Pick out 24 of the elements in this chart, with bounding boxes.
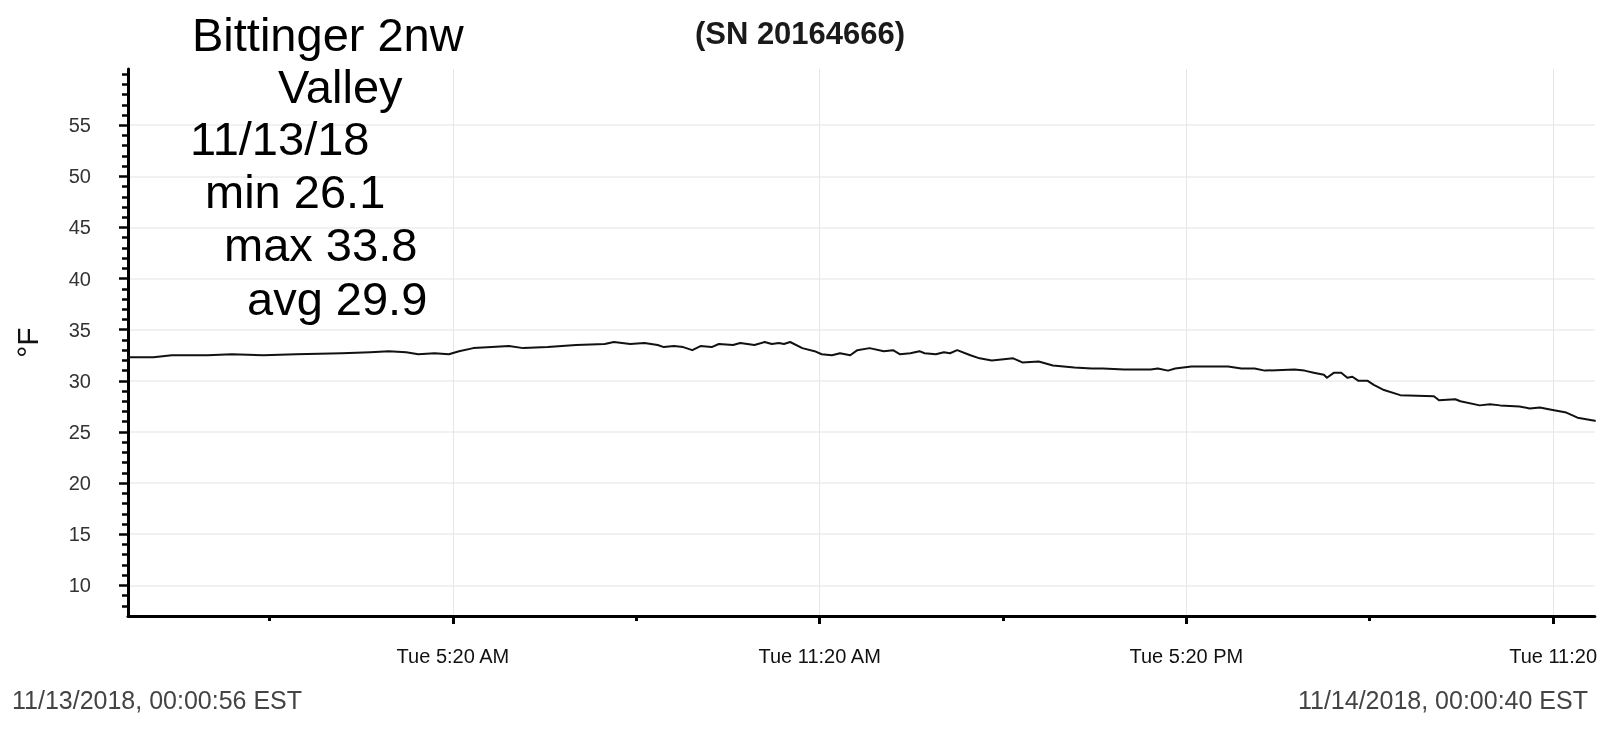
x-tick-label: Tue 11:20 xyxy=(1509,645,1597,667)
y-tick-label: 55 xyxy=(68,114,91,137)
text: 11/13/2018, 00:00:56 EST xyxy=(12,686,303,714)
line-series xyxy=(127,340,1596,422)
annotation: max 33.8 xyxy=(224,217,418,271)
y-tick-label: 40 xyxy=(68,267,91,290)
y-tick-label: 20 xyxy=(68,472,91,495)
x-tick-label: Tue 5:20 PM xyxy=(1129,645,1244,667)
annotation: avg 29.9 xyxy=(247,271,428,325)
x-tick-label: Tue 11:20 AM xyxy=(758,645,881,667)
y-tick-label: 10 xyxy=(68,574,91,597)
y-tick-label: 30 xyxy=(68,369,91,392)
text: Bittinger 2nw xyxy=(192,7,465,61)
x-tick-label: Tue 5:20 AM xyxy=(396,645,510,667)
y-tick-label: 25 xyxy=(68,420,91,443)
annotation: 11/13/18 xyxy=(190,111,370,165)
y-tick-label: 15 xyxy=(68,523,91,546)
y-axis-title: °F xyxy=(10,327,44,358)
y-tick-label: 35 xyxy=(68,318,91,341)
text: 11/14/2018, 00:00:40 EST xyxy=(1297,686,1588,714)
chart-title: (SN 20164666) xyxy=(694,16,906,51)
y-tick-label: 50 xyxy=(68,165,91,188)
y-tick-label: 45 xyxy=(68,216,91,239)
annotation: min 26.1 xyxy=(205,164,386,218)
